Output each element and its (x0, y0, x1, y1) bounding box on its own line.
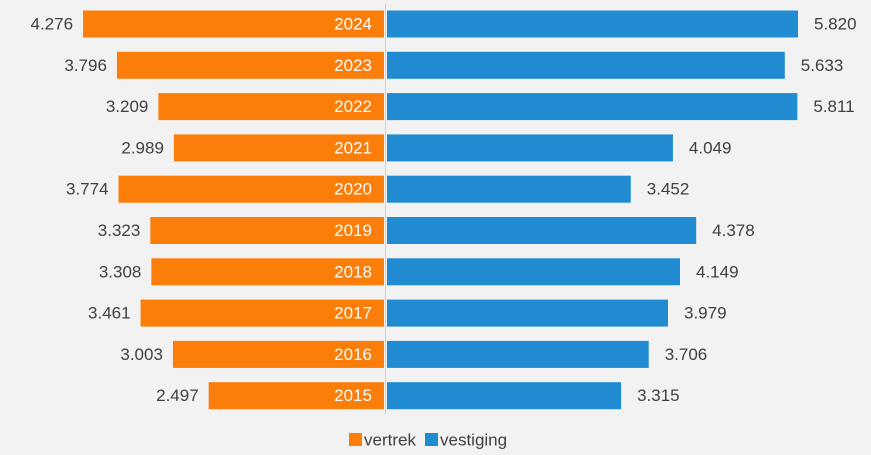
value-label: 3.706 (665, 345, 708, 364)
value-label: 2.989 (121, 138, 164, 157)
bar (387, 51, 785, 79)
bar (387, 217, 697, 244)
bar (208, 382, 384, 410)
bar (172, 340, 384, 368)
category-label: 2022 (334, 97, 372, 116)
category-label: 2017 (334, 304, 372, 323)
bar (173, 134, 384, 162)
value-label: 3.452 (647, 180, 690, 199)
bar (140, 299, 384, 327)
bar (387, 382, 622, 410)
category-label: 2015 (334, 386, 372, 405)
category-label: 2018 (334, 262, 372, 281)
value-label: 5.811 (813, 97, 854, 116)
legend-label: vestiging (440, 430, 507, 449)
value-label: 5.633 (801, 56, 844, 75)
bar (118, 175, 384, 203)
bar (387, 258, 680, 286)
bar (387, 93, 798, 121)
bar (116, 51, 385, 79)
category-label: 2023 (334, 56, 372, 75)
bar (387, 10, 798, 38)
value-label: 3.209 (106, 97, 149, 116)
value-label: 4.378 (712, 221, 755, 240)
value-label: 3.774 (66, 180, 109, 199)
bar (387, 134, 673, 162)
value-label: 3.796 (64, 56, 107, 75)
category-label: 2016 (334, 345, 372, 364)
value-label: 4.149 (696, 262, 739, 281)
value-label: 3.979 (684, 304, 727, 323)
category-label: 2021 (334, 138, 372, 157)
value-label: 4.276 (30, 14, 73, 33)
bar (151, 258, 384, 286)
value-label: 3.315 (637, 386, 680, 405)
value-label: 3.003 (120, 345, 163, 364)
value-label: 4.049 (689, 138, 732, 157)
category-label: 2020 (334, 180, 372, 199)
legend-swatch (349, 433, 362, 446)
bar (387, 299, 668, 327)
value-label: 3.308 (99, 262, 142, 281)
category-label: 2019 (334, 221, 372, 240)
legend-swatch (425, 433, 438, 446)
bar (158, 93, 384, 121)
category-label: 2024 (334, 14, 372, 33)
value-label: 5.820 (814, 14, 857, 33)
bar (387, 175, 631, 203)
bar (150, 217, 384, 244)
bar (83, 10, 385, 38)
value-label: 3.461 (88, 304, 131, 323)
legend-label: vertrek (364, 430, 416, 449)
value-label: 3.323 (98, 221, 141, 240)
bar (387, 340, 649, 368)
value-label: 2.497 (156, 386, 199, 405)
